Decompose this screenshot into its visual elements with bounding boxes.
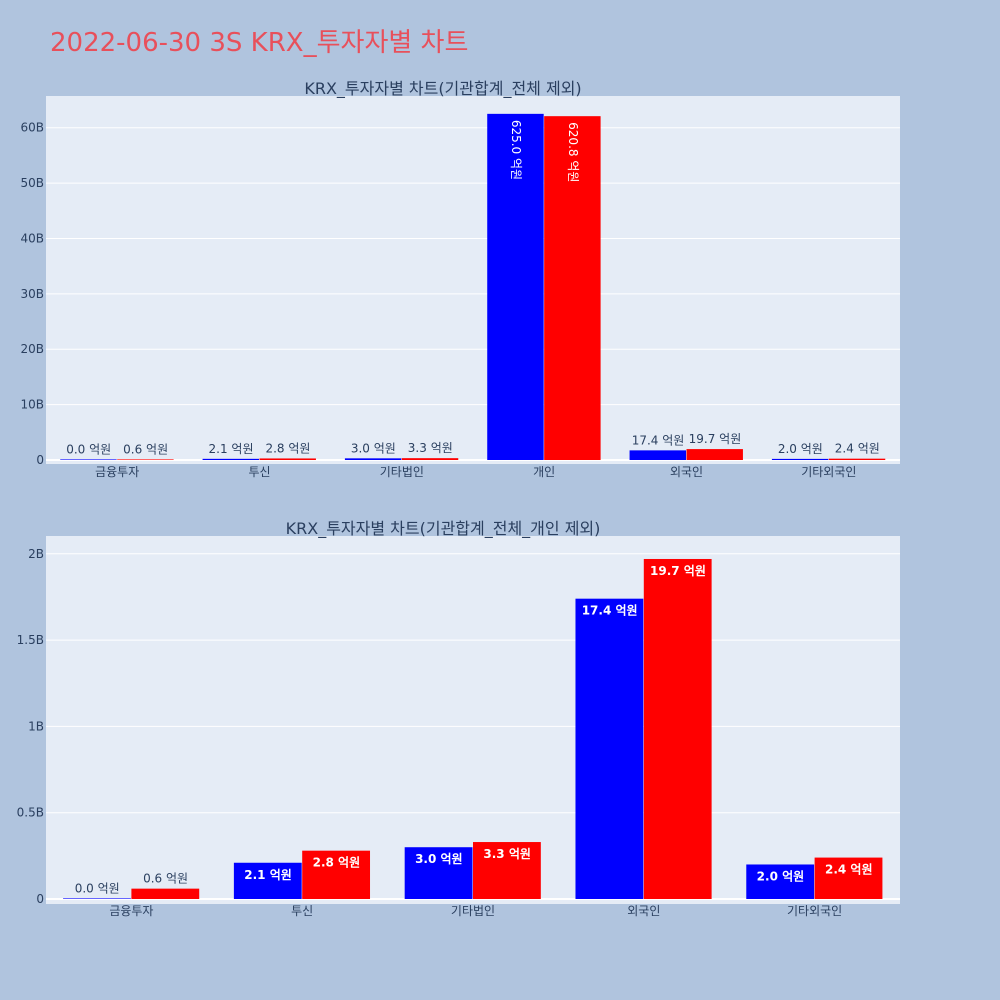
bar — [60, 459, 117, 460]
y-tick-label: 10B — [20, 398, 44, 412]
data-label: 2.8 억원 — [313, 856, 361, 870]
data-label: 2.4 억원 — [825, 863, 873, 877]
x-tick-label: 금융투자 — [109, 904, 153, 918]
y-tick-label: 40B — [20, 231, 44, 245]
y-tick-label: 2B — [28, 547, 44, 561]
bar — [686, 449, 743, 460]
x-tick-label: 외국인 — [670, 465, 703, 479]
bar — [404, 847, 473, 899]
y-tick-label: 1.5B — [17, 633, 44, 647]
data-label: 2.0 억원 — [778, 442, 823, 456]
x-tick-label: 외국인 — [627, 904, 660, 918]
y-tick-label: 60B — [20, 121, 44, 135]
bar — [344, 458, 402, 460]
bar — [401, 458, 459, 460]
y-tick-label: 30B — [20, 287, 44, 301]
x-tick-label: 투신 — [248, 465, 270, 479]
bar — [259, 458, 316, 460]
x-tick-label: 기타외국인 — [801, 465, 856, 479]
bar — [117, 459, 174, 460]
data-label: 2.8 억원 — [265, 441, 310, 455]
data-label: 2.4 억원 — [835, 442, 880, 456]
bar — [629, 450, 686, 460]
bar — [202, 458, 259, 460]
data-label: 620.8 억원 — [566, 122, 580, 182]
data-label: 625.0 억원 — [509, 120, 523, 180]
bar — [131, 888, 200, 899]
bar — [302, 850, 371, 899]
bar — [828, 458, 886, 460]
chart-title: KRX_투자자별 차트(기관합계_전체_개인 제외) — [286, 519, 601, 539]
data-label: 19.7 억원 — [650, 564, 706, 578]
x-tick-label: 기타외국인 — [787, 904, 842, 918]
data-label: 2.1 억원 — [244, 868, 292, 882]
plot-area — [46, 96, 900, 464]
x-tick-label: 금융투자 — [95, 465, 139, 479]
data-label: 17.4 억원 — [582, 604, 638, 618]
bar — [63, 898, 131, 899]
bar — [814, 857, 883, 899]
top-bar-chart: KRX_투자자별 차트(기관합계_전체 제외) 0 10B 20B 30B 40B 50B 6… — [20, 79, 900, 479]
bar — [473, 842, 541, 899]
x-tick-label: 개인 — [533, 465, 555, 479]
data-label: 0.0 억원 — [75, 881, 120, 895]
chart-title: KRX_투자자별 차트(기관합계_전체 제외) — [304, 79, 581, 99]
x-tick-label: 투신 — [291, 904, 313, 918]
bottom-bar-chart: KRX_투자자별 차트(기관합계_전체_개인 제외) 0 0.5B 1B 1.5B 2B 0… — [17, 519, 900, 918]
bar — [771, 458, 829, 460]
data-label: 3.0 억원 — [415, 852, 463, 866]
y-tick-label: 0.5B — [17, 806, 44, 820]
bar — [233, 862, 302, 899]
y-tick-label: 0 — [36, 453, 44, 467]
bar — [544, 116, 601, 460]
x-tick-label: 기타법인 — [451, 904, 495, 918]
data-label: 3.3 억원 — [408, 441, 453, 455]
data-label: 3.0 억원 — [351, 441, 396, 455]
bar — [575, 598, 644, 899]
y-tick-label: 20B — [20, 342, 44, 356]
y-tick-label: 1B — [28, 719, 44, 733]
y-tick-label: 0 — [36, 892, 44, 906]
y-tick-label: 50B — [20, 176, 44, 190]
data-label: 0.0 억원 — [66, 442, 111, 456]
bar — [746, 864, 815, 899]
x-tick-label: 기타법인 — [380, 465, 424, 479]
data-label: 0.6 억원 — [123, 442, 168, 456]
data-label: 0.6 억원 — [143, 872, 188, 886]
page-title: 2022-06-30 3S KRX_투자자별 차트 — [50, 28, 469, 58]
data-label: 2.0 억원 — [757, 869, 805, 883]
data-label: 19.7 억원 — [689, 432, 742, 446]
data-label: 2.1 억원 — [209, 442, 254, 456]
data-label: 3.3 억원 — [483, 847, 531, 861]
bar — [643, 558, 712, 899]
data-label: 17.4 억원 — [632, 433, 685, 447]
bar — [487, 113, 544, 460]
